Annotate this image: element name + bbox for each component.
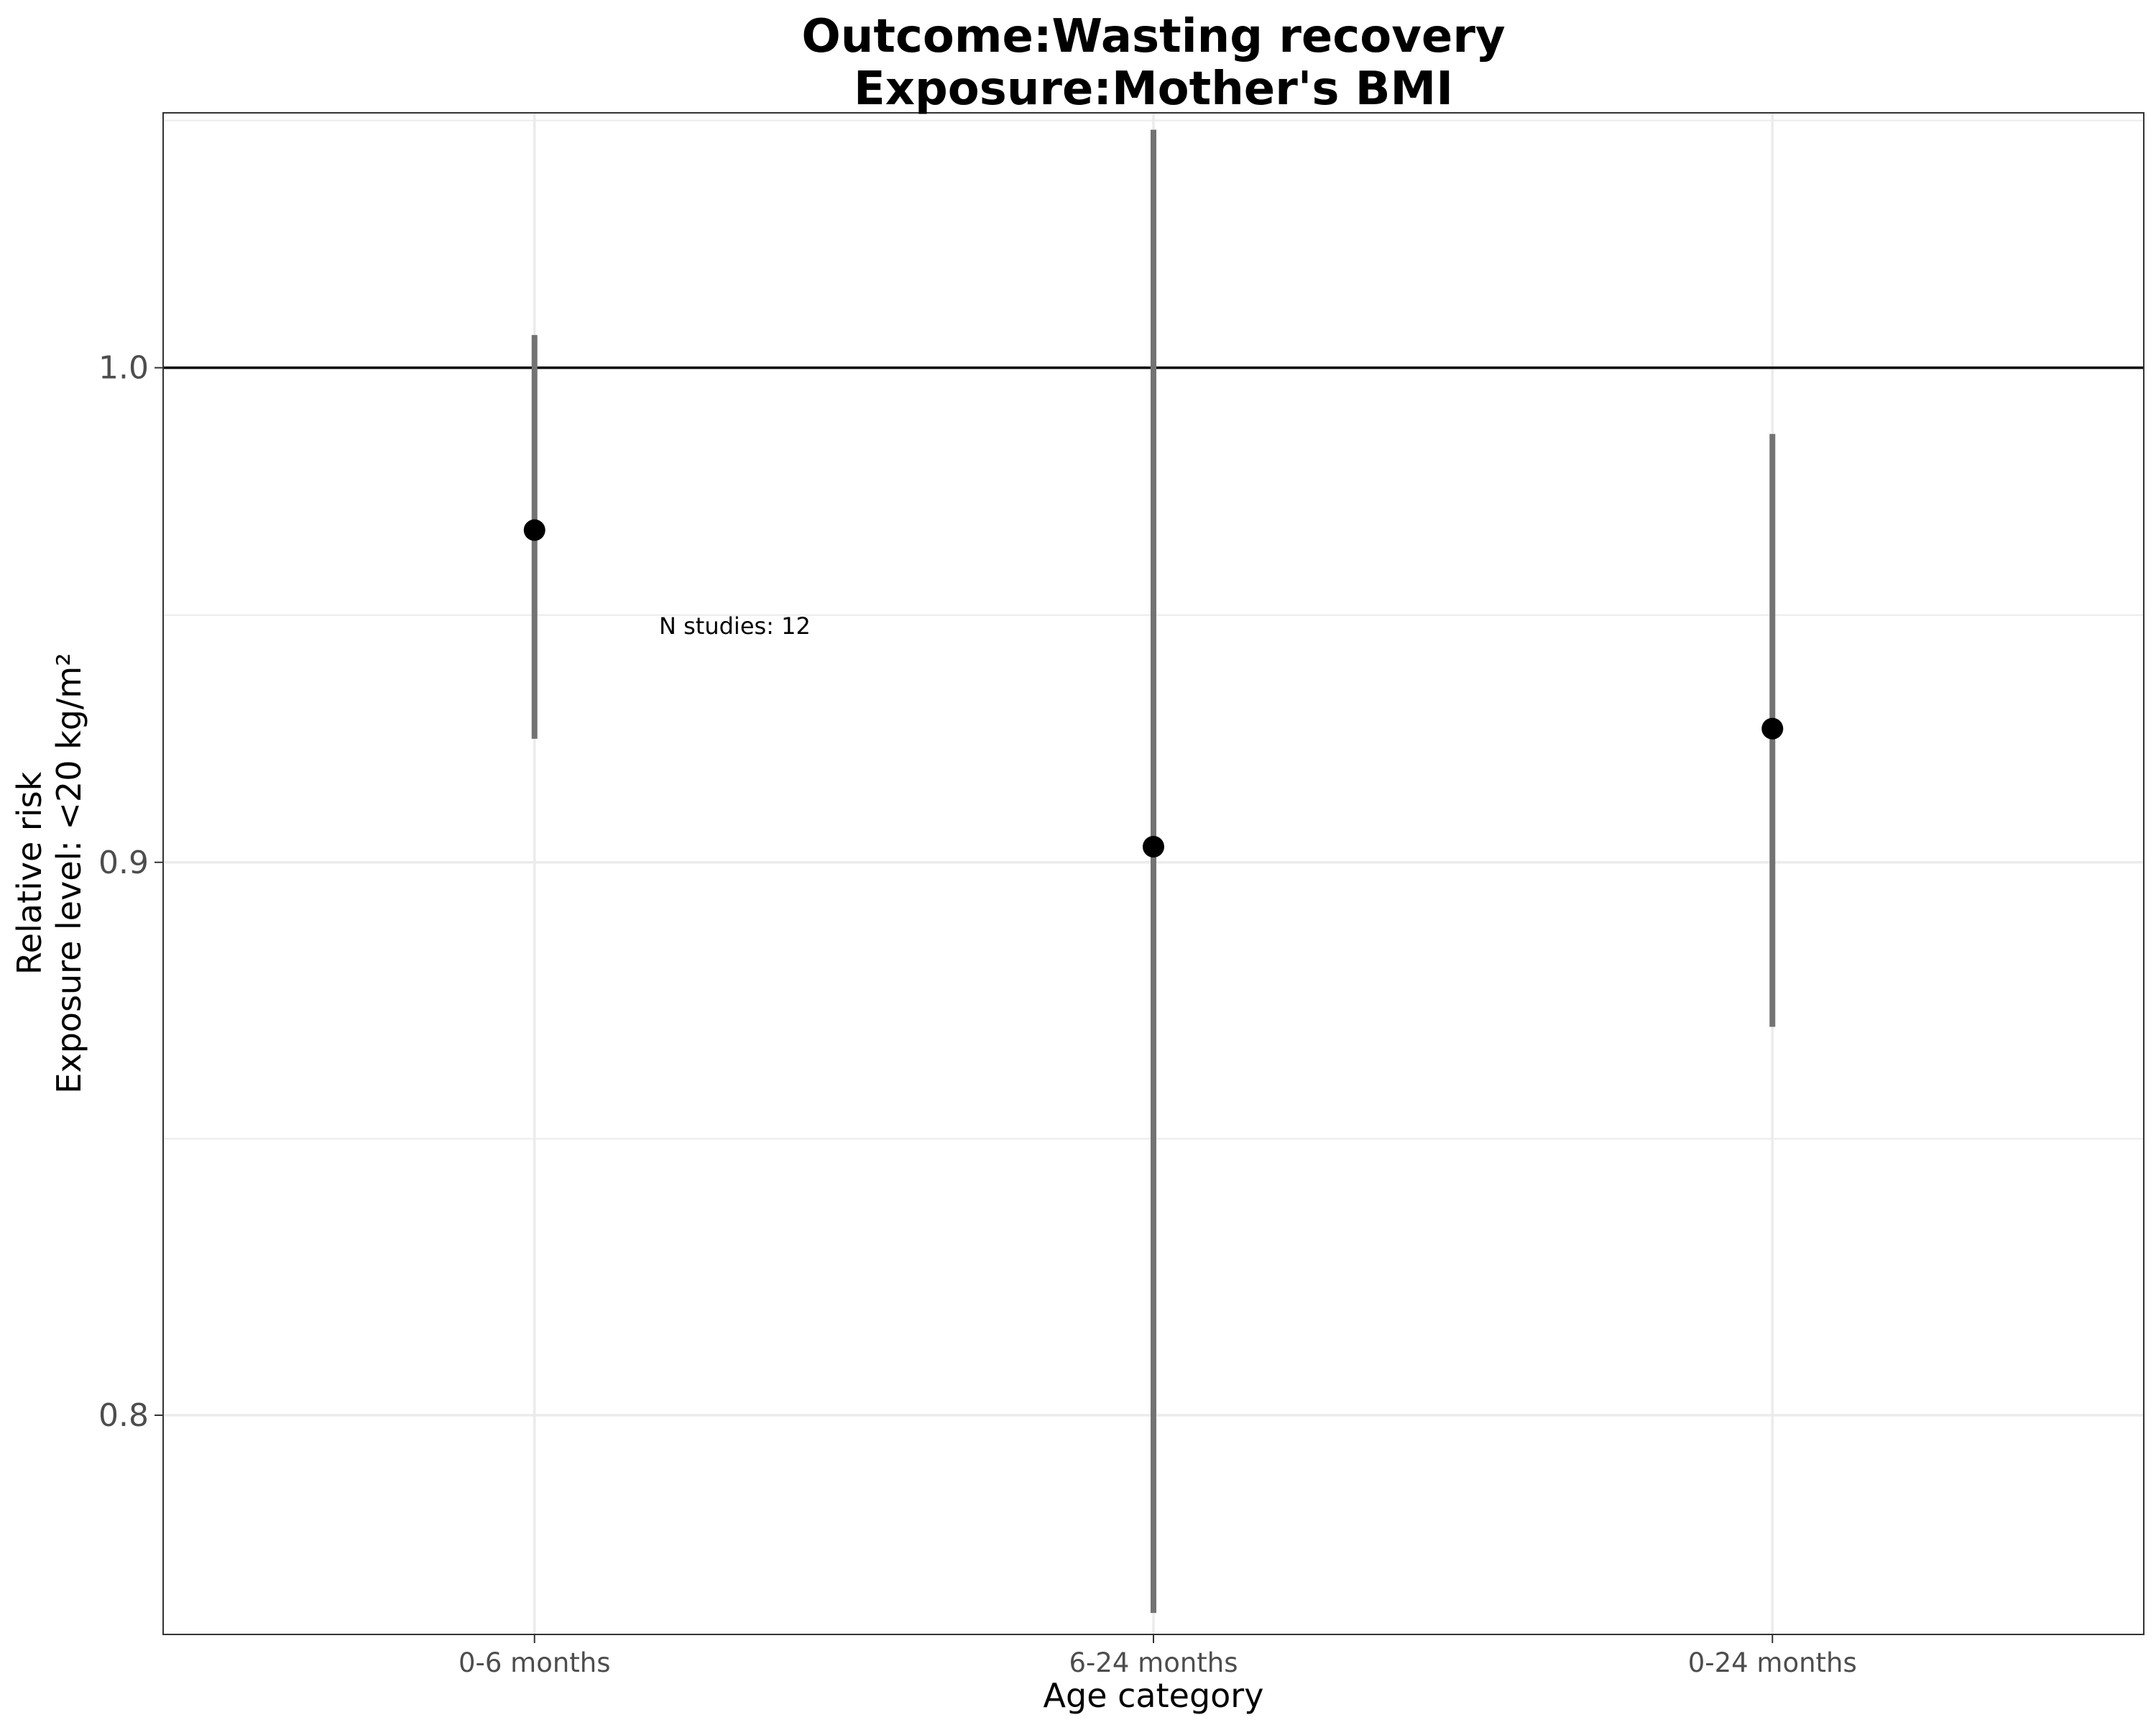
x-tick-label: 6-24 months <box>1069 1647 1238 1678</box>
x-tick-label: 0-6 months <box>459 1647 611 1678</box>
x-axis-title: Age category <box>1044 1676 1264 1715</box>
point-0-24-months <box>1761 717 1784 740</box>
y-tick-label: 0.8 <box>98 1397 149 1434</box>
x-tick-label: 0-24 months <box>1688 1647 1857 1678</box>
y-axis-ticks: 0.8 0.9 1.0 <box>98 350 163 1434</box>
y-axis-title-line-2: Exposure level: <20 kg/m² <box>50 653 88 1093</box>
chart-title-line-1: Outcome:Wasting recovery <box>801 10 1505 63</box>
y-tick-label: 0.9 <box>98 845 149 881</box>
x-axis-ticks: 0-6 months 6-24 months 0-24 months <box>459 1634 1857 1678</box>
y-tick-label: 1.0 <box>98 350 149 387</box>
y-axis-title-line-1: Relative risk <box>10 771 49 975</box>
chart-title-line-2: Exposure:Mother's BMI <box>854 63 1453 116</box>
annotation-n-studies: N studies: 12 <box>659 612 811 640</box>
point-0-6-months <box>523 519 545 541</box>
points <box>523 519 1784 858</box>
point-6-24-months <box>1143 836 1164 858</box>
